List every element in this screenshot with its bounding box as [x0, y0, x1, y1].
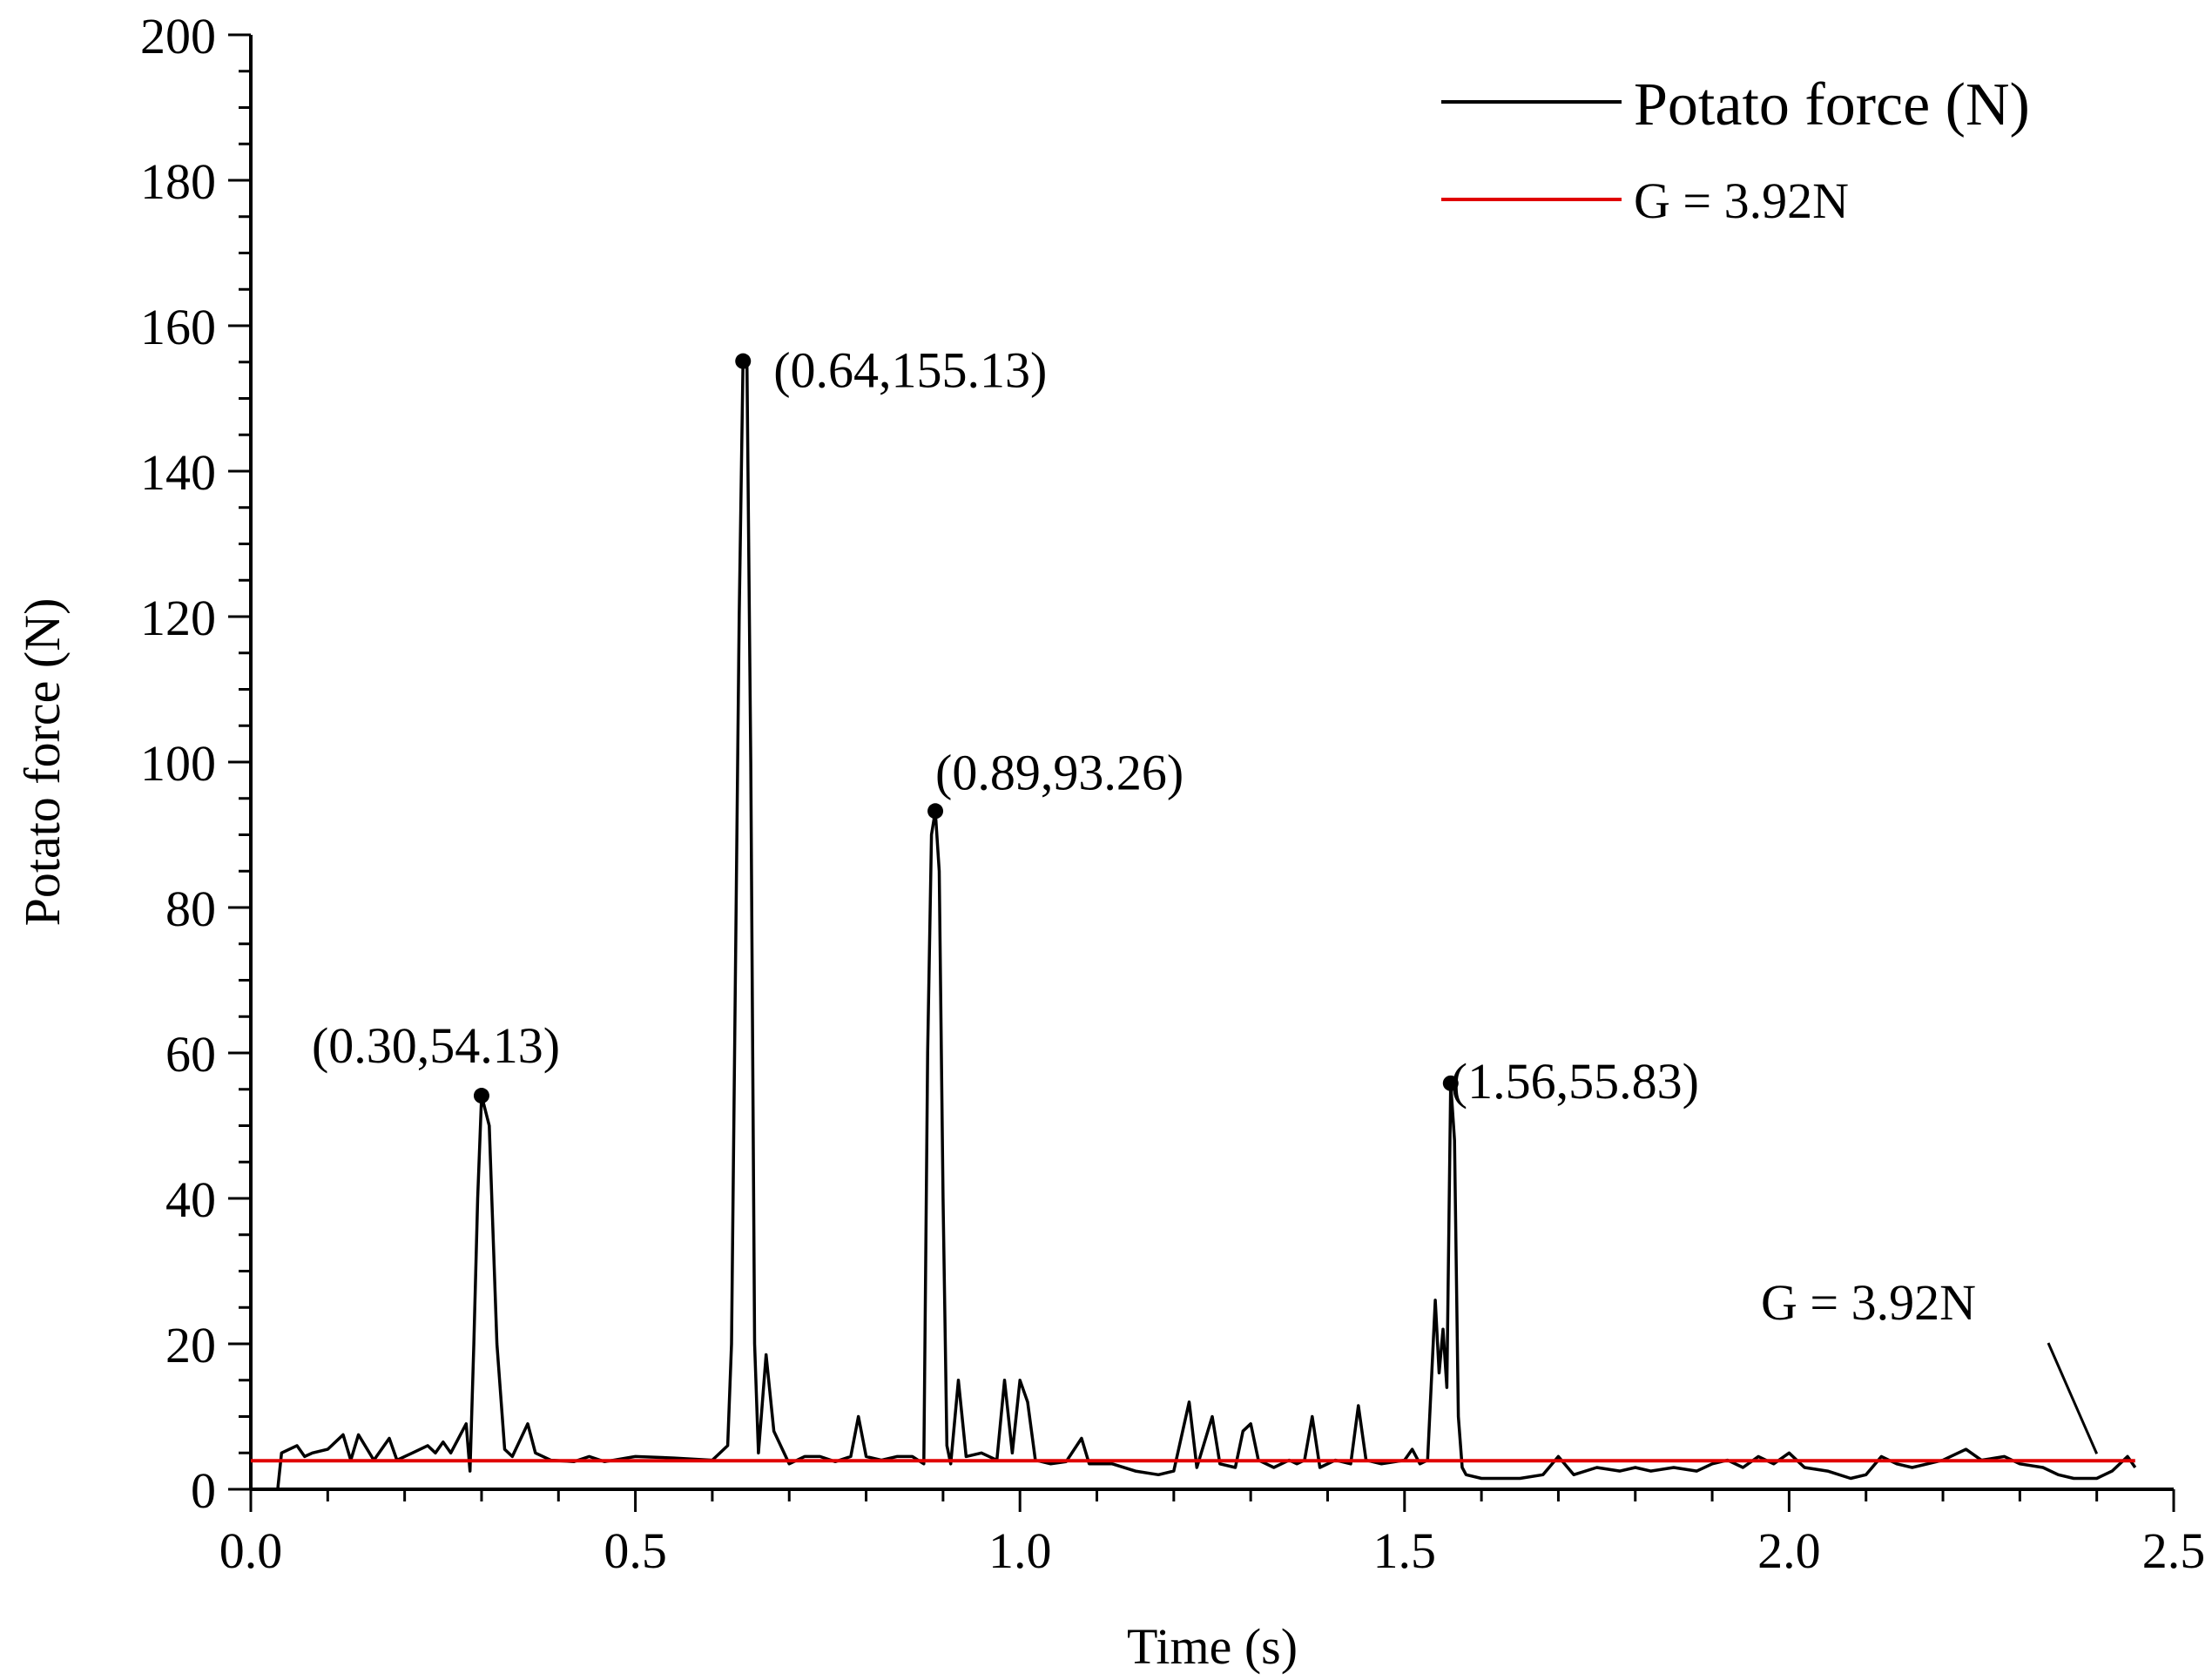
y-tick-label: 180: [140, 153, 216, 210]
x-tick-label: 0.0: [219, 1522, 283, 1579]
series-layer: [251, 359, 2137, 1490]
x-tick-label: 2.5: [2142, 1522, 2206, 1579]
y-tick-label: 0: [191, 1462, 216, 1519]
y-tick-label: 120: [140, 590, 216, 646]
gravity-callout-leader: [2047, 1342, 2099, 1454]
x-tick-label: 1.5: [1373, 1522, 1437, 1579]
y-tick-label: 20: [165, 1317, 216, 1373]
plot-area: [249, 35, 2174, 1491]
annotation-layer: (0.30,54.13) (0.64,155.13) (0.89,93.26) (1.…: [312, 342, 2099, 1454]
peak-marker: [1442, 1075, 1459, 1091]
peak-label: (0.30,54.13): [312, 1017, 560, 1074]
y-ticks: 0 20 40 60 80 100 120 140 160 180 200: [140, 8, 251, 1519]
gravity-callout-label: G = 3.92N: [1761, 1274, 1976, 1331]
y-tick-label: 100: [140, 735, 216, 792]
peak-label: (0.64,155.13): [773, 342, 1047, 399]
legend: Potato force (N) G = 3.92N: [1441, 71, 2030, 229]
legend-label-gravity: G = 3.92N: [1634, 172, 1849, 229]
x-ticks: 0.0 0.5 1.0 1.5 2.0 2.5: [219, 1489, 2206, 1579]
y-tick-label: 160: [140, 299, 216, 355]
x-tick-label: 0.5: [604, 1522, 667, 1579]
peak-label: (0.89,93.26): [935, 744, 1184, 800]
y-tick-label: 40: [165, 1171, 216, 1228]
y-tick-label: 140: [140, 444, 216, 501]
peak-label: (1.56,55.83): [1451, 1053, 1699, 1110]
x-tick-label: 1.0: [988, 1522, 1052, 1579]
x-tick-label: 2.0: [1757, 1522, 1821, 1579]
y-tick-label: 200: [140, 8, 216, 64]
y-tick-label: 80: [165, 880, 216, 937]
peak-marker: [473, 1088, 489, 1104]
peak-marker: [927, 803, 944, 820]
y-axis-label: Potato force (N): [14, 598, 71, 927]
legend-label-force: Potato force (N): [1634, 71, 2030, 138]
x-axis-label: Time (s): [1127, 1618, 1298, 1675]
peak-marker: [735, 353, 752, 369]
y-tick-label: 60: [165, 1026, 216, 1083]
